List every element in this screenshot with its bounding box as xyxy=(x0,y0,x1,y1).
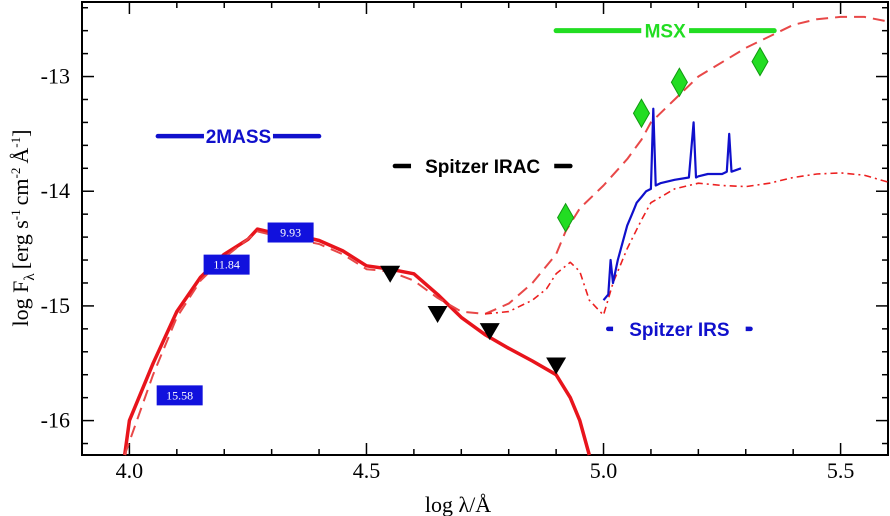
band-label: Spitzer IRS xyxy=(629,320,729,341)
band-label: Spitzer IRAC xyxy=(425,157,540,178)
band-label-bg xyxy=(203,122,273,151)
msx-point xyxy=(557,202,575,233)
band-label: MSX xyxy=(645,22,687,43)
msx-point xyxy=(632,98,651,129)
y-axis-label-units: [erg s xyxy=(8,220,33,269)
svg-text:log Fλ[erg s-1cm-2Å-1]: log Fλ[erg s-1cm-2Å-1] xyxy=(8,130,38,327)
y-axis-label-sup2: -2 xyxy=(8,168,23,179)
band-label: 2MASS xyxy=(206,127,271,148)
band-label-bg xyxy=(411,151,555,180)
y-axis-label-units-tail2: Å xyxy=(8,148,33,164)
y-axis-label: log F xyxy=(8,281,33,327)
axis-ticks xyxy=(81,2,889,455)
photometry-box xyxy=(267,222,314,243)
y-axis-label-sup1: -1 xyxy=(8,209,23,220)
upper-limit-point xyxy=(380,265,401,283)
x-tick-label: 5.0 xyxy=(590,458,618,483)
y-tick-label: -13 xyxy=(41,64,70,89)
y-tick-label: -16 xyxy=(41,408,70,433)
series-layer xyxy=(122,15,889,456)
y-axis-label-sub: λ xyxy=(22,273,38,281)
msx-point xyxy=(751,46,769,77)
y-axis-label-sup3: -1 xyxy=(8,137,23,148)
y-tick-label: -14 xyxy=(41,178,70,203)
photometry-box xyxy=(156,385,203,406)
x-axis-label: log λ/Å xyxy=(425,492,491,516)
series-solid-line xyxy=(122,227,591,456)
x-tick-label: 5.5 xyxy=(827,458,855,483)
band-layer: 2MASS Spitzer IRAC MSX Spitzer IRS xyxy=(155,16,777,343)
photometry-label: 15.58 xyxy=(166,388,193,402)
series-dashed-line xyxy=(123,15,889,456)
photometry-label: 11.84 xyxy=(213,258,240,272)
band-label-bg xyxy=(613,314,746,343)
y-tick-label: -15 xyxy=(41,293,70,318)
x-tick-label: 4.0 xyxy=(116,458,144,483)
series-irs-line xyxy=(602,107,742,301)
y-axis-label-units-tail: cm xyxy=(8,178,33,205)
series-dashdot-line xyxy=(484,172,889,316)
y-axis-label-group: log Fλ[erg s-1cm-2Å-1] xyxy=(8,130,38,327)
tick-label-layer: 4.0 4.5 5.0 5.5 -16 -15 -14 -13 xyxy=(41,64,855,483)
plot-frame xyxy=(81,1,889,456)
upper-limit-point xyxy=(479,323,500,341)
photometry-label: 9.93 xyxy=(280,226,301,240)
photometry-box xyxy=(203,254,250,275)
x-tick-label: 4.5 xyxy=(353,458,381,483)
y-axis-label-bracket: ] xyxy=(8,130,33,137)
upper-limit-point xyxy=(427,305,448,323)
band-label-bg xyxy=(641,16,690,45)
msx-point xyxy=(670,67,688,98)
photometry-box-layer: 15.58 11.84 9.93 xyxy=(156,222,314,406)
marker-layer xyxy=(380,46,769,375)
upper-limit-point xyxy=(546,357,567,375)
